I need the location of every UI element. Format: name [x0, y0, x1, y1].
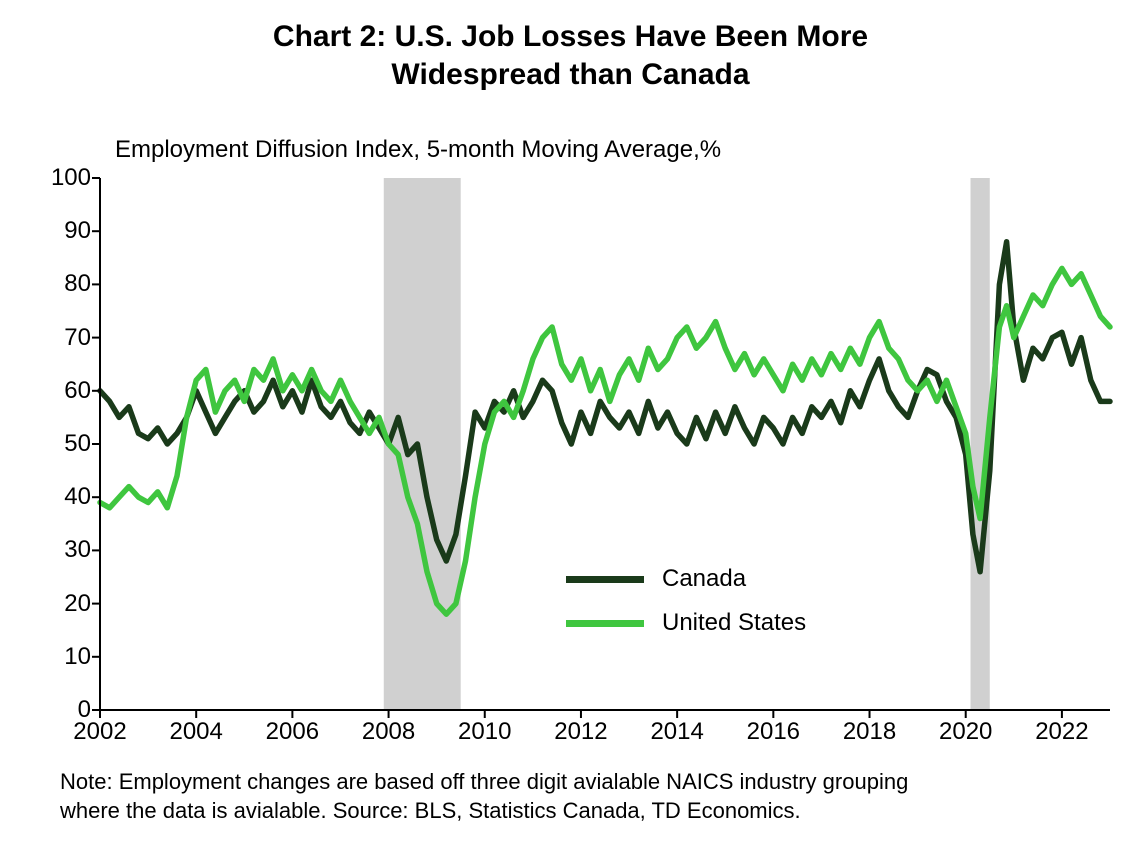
recession-band: [384, 178, 461, 710]
y-tick-label: 10: [31, 643, 91, 671]
legend-swatch-us: [566, 620, 644, 627]
x-tick-label: 2002: [60, 718, 140, 746]
chart-subtitle: Employment Diffusion Index, 5-month Movi…: [115, 136, 721, 164]
x-tick-label: 2008: [349, 718, 429, 746]
y-tick-label: 100: [31, 164, 91, 192]
y-tick-label: 40: [31, 483, 91, 511]
legend-row-canada: Canada: [566, 557, 886, 601]
legend-row-us: United States: [566, 601, 886, 645]
chart-title-line2: Widespread than Canada: [0, 56, 1141, 94]
x-tick-label: 2004: [156, 718, 236, 746]
y-tick-label: 30: [31, 536, 91, 564]
legend-label-canada: Canada: [662, 565, 746, 593]
legend: Canada United States: [566, 557, 886, 645]
x-tick-label: 2014: [637, 718, 717, 746]
x-tick-label: 2010: [445, 718, 525, 746]
x-tick-label: 2016: [733, 718, 813, 746]
chart-title-line1: Chart 2: U.S. Job Losses Have Been More: [0, 18, 1141, 56]
y-tick-label: 20: [31, 590, 91, 618]
y-tick-label: 50: [31, 430, 91, 458]
legend-label-us: United States: [662, 609, 806, 637]
x-tick-label: 2018: [830, 718, 910, 746]
chart-title: Chart 2: U.S. Job Losses Have Been More …: [0, 0, 1141, 93]
footnote-line2: where the data is avialable. Source: BLS…: [60, 798, 801, 823]
legend-swatch-canada: [566, 576, 644, 583]
x-tick-label: 2006: [252, 718, 332, 746]
y-tick-label: 60: [31, 377, 91, 405]
y-tick-label: 80: [31, 270, 91, 298]
x-tick-label: 2012: [541, 718, 621, 746]
x-tick-label: 2020: [926, 718, 1006, 746]
footnote: Note: Employment changes are based off t…: [60, 768, 1080, 825]
footnote-line1: Note: Employment changes are based off t…: [60, 769, 908, 794]
y-tick-label: 90: [31, 217, 91, 245]
y-tick-label: 70: [31, 324, 91, 352]
x-tick-label: 2022: [1022, 718, 1102, 746]
